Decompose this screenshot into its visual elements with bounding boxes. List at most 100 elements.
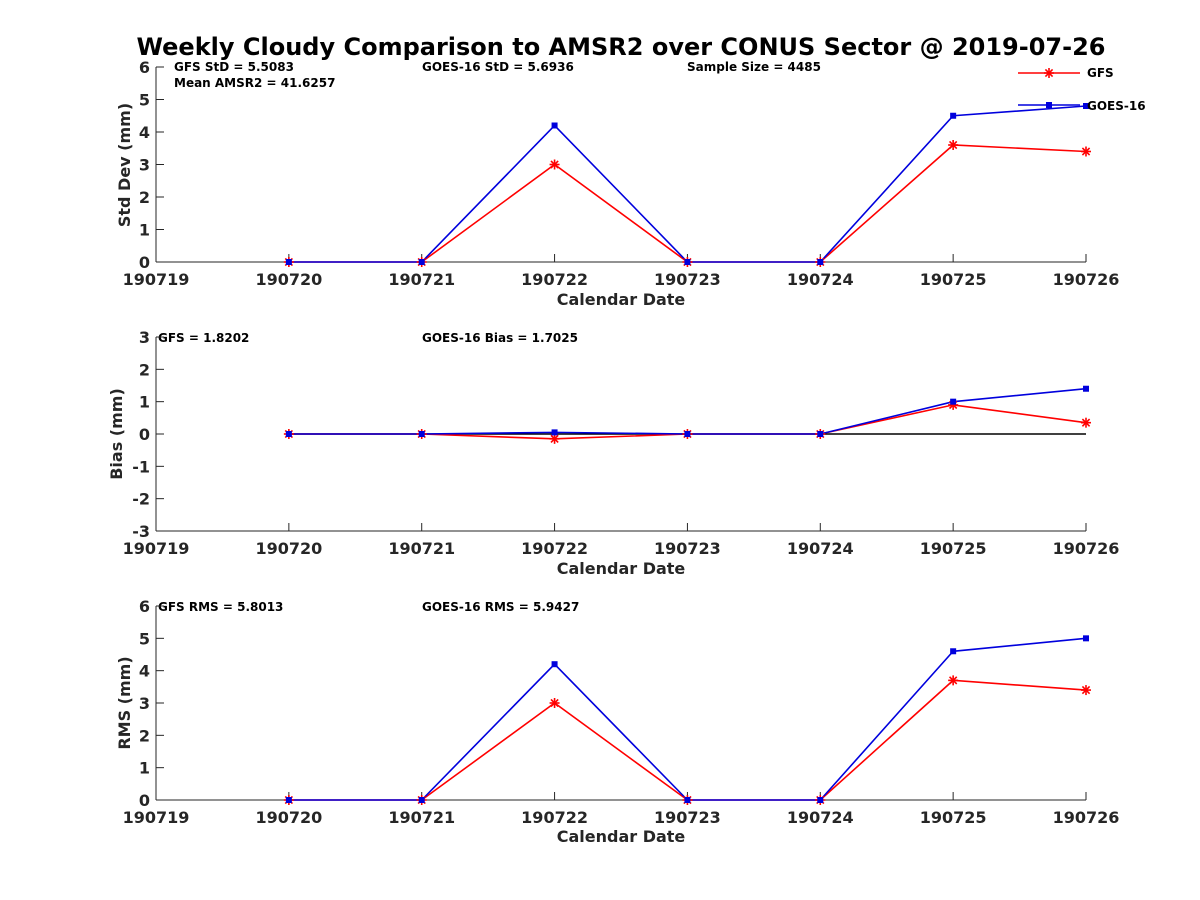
y-tick-label: 5 xyxy=(139,91,150,110)
x-tick-label: 190722 xyxy=(521,270,588,289)
data-point-goes xyxy=(684,797,691,803)
x-tick-label: 190724 xyxy=(787,270,854,289)
x-tick-label: 190722 xyxy=(521,808,588,827)
series-line-goes xyxy=(288,105,1087,263)
series-line-gfs xyxy=(288,679,1087,801)
y-tick-label: 6 xyxy=(139,58,150,77)
x-tick-label: 190725 xyxy=(920,270,987,289)
y-tick-label: -3 xyxy=(132,522,150,541)
y-tick-label: 0 xyxy=(139,791,150,810)
annotation-gfs-bias: GFS = 1.8202 xyxy=(158,331,249,345)
annotation-gfs-std: GFS StD = 5.5083 xyxy=(174,60,294,74)
annotation-goes-bias: GOES-16 Bias = 1.7025 xyxy=(422,331,578,345)
data-point-gfs xyxy=(549,698,560,708)
y-tick-label: 3 xyxy=(139,694,150,713)
x-tick-label: 190724 xyxy=(787,808,854,827)
data-point-goes xyxy=(551,122,558,129)
data-point-goes xyxy=(418,797,425,803)
x-tick-label: 190721 xyxy=(388,539,455,558)
x-tick-label: 190726 xyxy=(1053,808,1120,827)
panel-std-dev: Std Dev (mm) Calendar Date GFS StD = 5.5… xyxy=(115,58,1119,309)
y-tick-label: 6 xyxy=(139,597,150,616)
series-line-goes xyxy=(288,387,1087,435)
legend: GFS GOES-16 xyxy=(1018,66,1146,113)
data-point-goes xyxy=(950,398,957,405)
data-point-goes xyxy=(418,259,425,265)
panel-rms: RMS (mm) Calendar Date GFS RMS = 5.8013 … xyxy=(115,597,1119,846)
y-tick-label: 4 xyxy=(139,662,150,681)
data-point-goes xyxy=(1083,385,1089,392)
data-point-goes xyxy=(950,648,957,655)
x-tick-label: 190724 xyxy=(787,539,854,558)
panel-bias: Bias (mm) Calendar Date GFS = 1.8202 GOE… xyxy=(107,328,1119,578)
x-tick-label: 190722 xyxy=(521,539,588,558)
data-point-goes xyxy=(684,259,691,265)
legend-gfs-label: GFS xyxy=(1087,66,1114,80)
y-tick-label: 1 xyxy=(139,759,150,778)
chart-title: Weekly Cloudy Comparison to AMSR2 over C… xyxy=(137,33,1106,61)
y-tick-label: 4 xyxy=(139,123,150,142)
data-point-goes xyxy=(418,431,425,437)
data-point-goes xyxy=(817,259,824,265)
y-tick-label: 2 xyxy=(139,726,150,745)
annotation-mean-amsr2: Mean AMSR2 = 41.6257 xyxy=(174,76,335,90)
x-tick-label: 190720 xyxy=(255,808,322,827)
x-tick-label: 190725 xyxy=(920,539,987,558)
data-point-goes xyxy=(285,259,292,265)
x-tick-label: 190726 xyxy=(1053,539,1120,558)
x-axis-label-bias: Calendar Date xyxy=(557,559,686,578)
y-tick-label: 1 xyxy=(139,221,150,240)
data-point-gfs xyxy=(948,140,959,150)
x-axis-label-std-dev: Calendar Date xyxy=(557,290,686,309)
legend-goes-label: GOES-16 xyxy=(1087,99,1146,113)
x-tick-label: 190725 xyxy=(920,808,987,827)
y-tick-label: 3 xyxy=(139,328,150,347)
data-point-goes xyxy=(1083,103,1089,109)
data-point-goes xyxy=(950,112,957,119)
x-tick-label: 190721 xyxy=(388,808,455,827)
data-point-gfs xyxy=(1081,146,1091,157)
annotation-sample-size: Sample Size = 4485 xyxy=(687,60,821,74)
data-point-goes xyxy=(1083,635,1089,642)
y-axis-label-bias: Bias (mm) xyxy=(107,388,126,480)
data-point-goes xyxy=(817,797,824,803)
x-tick-label: 190720 xyxy=(255,539,322,558)
data-point-goes xyxy=(285,797,292,803)
legend-gfs-marker xyxy=(1044,68,1054,78)
series-line-goes xyxy=(288,637,1087,801)
annotation-goes-std: GOES-16 StD = 5.6936 xyxy=(422,60,574,74)
x-tick-label: 190719 xyxy=(123,539,190,558)
y-tick-label: -2 xyxy=(132,490,150,509)
series-line-gfs xyxy=(288,144,1087,263)
x-tick-label: 190726 xyxy=(1053,270,1120,289)
y-tick-label: 1 xyxy=(139,393,150,412)
y-axis-label-std-dev: Std Dev (mm) xyxy=(115,103,134,227)
x-tick-label: 190719 xyxy=(123,270,190,289)
x-tick-label: 190721 xyxy=(388,270,455,289)
data-point-gfs xyxy=(549,159,560,170)
data-point-goes xyxy=(817,431,824,437)
x-tick-label: 190720 xyxy=(255,270,322,289)
y-tick-label: 3 xyxy=(139,156,150,175)
y-tick-label: -1 xyxy=(132,457,150,476)
y-axis-label-rms: RMS (mm) xyxy=(115,656,134,749)
x-tick-label: 190723 xyxy=(654,539,721,558)
y-tick-label: 0 xyxy=(139,253,150,272)
data-point-goes xyxy=(684,431,691,437)
y-tick-label: 0 xyxy=(139,425,150,444)
x-tick-label: 190723 xyxy=(654,808,721,827)
data-point-gfs xyxy=(549,433,560,444)
data-point-goes xyxy=(551,661,558,668)
annotation-goes-rms: GOES-16 RMS = 5.9427 xyxy=(422,600,579,614)
y-tick-label: 2 xyxy=(139,188,150,207)
data-point-goes xyxy=(551,429,558,436)
data-point-gfs xyxy=(1081,685,1091,696)
annotation-gfs-rms: GFS RMS = 5.8013 xyxy=(158,600,283,614)
legend-goes-marker xyxy=(1046,102,1052,108)
y-tick-label: 5 xyxy=(139,629,150,648)
x-tick-label: 190719 xyxy=(123,808,190,827)
y-tick-label: 2 xyxy=(139,360,150,379)
data-point-gfs xyxy=(948,675,959,686)
x-tick-label: 190723 xyxy=(654,270,721,289)
